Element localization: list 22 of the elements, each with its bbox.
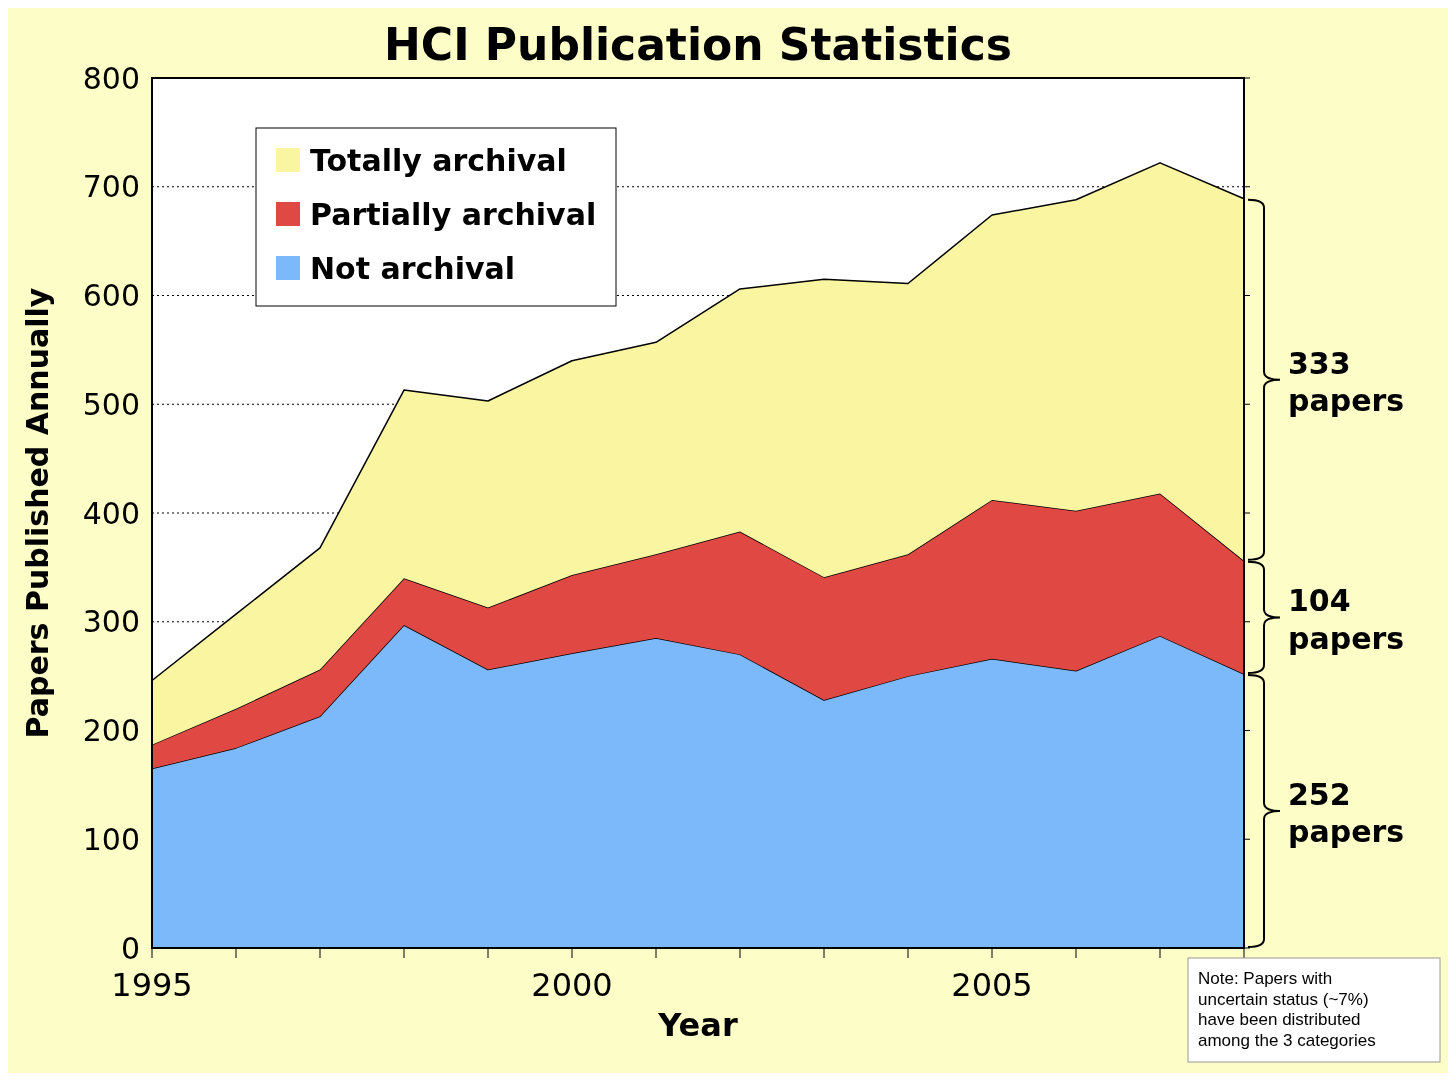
y-tick-label: 600 bbox=[82, 278, 140, 313]
text: Note: Papers with uncertain status (~7%) have been distributed among the 3 categories bbox=[1198, 969, 1376, 1050]
y-tick-label: 100 bbox=[82, 821, 140, 857]
legend-label: Totally archival bbox=[310, 142, 567, 178]
y-tick-label: 300 bbox=[82, 604, 140, 640]
chart-title: HCI Publication Statistics bbox=[384, 19, 1012, 70]
text: 252 papers bbox=[1288, 776, 1405, 850]
text: 333 papers bbox=[1288, 345, 1405, 419]
y-axis-title: Papers Published Annually bbox=[20, 287, 55, 739]
y-tick-label: 400 bbox=[82, 495, 140, 531]
legend-label: Partially archival bbox=[310, 196, 597, 232]
y-tick-label: 500 bbox=[82, 386, 140, 422]
x-tick-label: 2000 bbox=[531, 966, 613, 1004]
y-tick-label: 0 bbox=[120, 930, 140, 966]
x-axis-title: Year bbox=[657, 1006, 738, 1044]
x-tick-label: 1995 bbox=[111, 966, 193, 1004]
text: 104 papers bbox=[1288, 583, 1405, 656]
y-tick-label: 800 bbox=[82, 60, 140, 96]
legend-label: Not archival bbox=[310, 250, 516, 286]
y-tick-label: 200 bbox=[82, 713, 140, 748]
y-tick-label: 700 bbox=[82, 169, 140, 205]
x-tick-label: 2005 bbox=[951, 966, 1033, 1004]
